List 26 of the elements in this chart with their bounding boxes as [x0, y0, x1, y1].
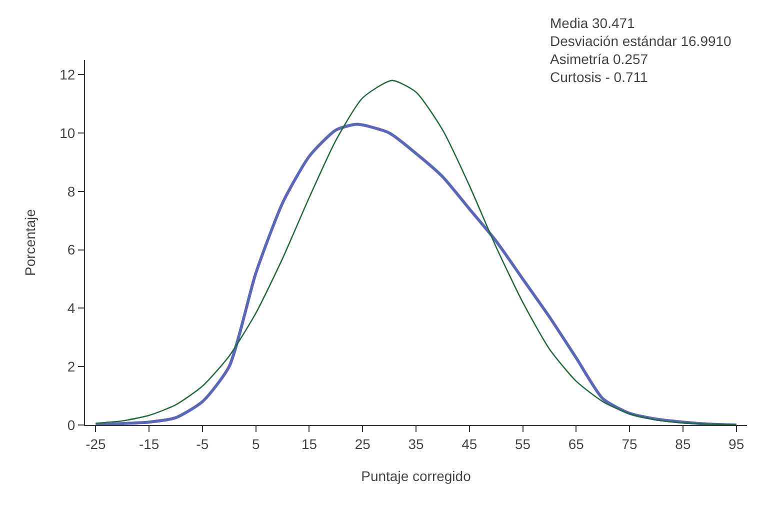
y-tick-label: 12	[60, 66, 76, 82]
x-tick-label: 25	[354, 436, 371, 452]
y-tick-label: 2	[67, 358, 76, 374]
x-tick-label: 95	[728, 436, 744, 452]
x-tick-label: 15	[301, 436, 318, 452]
x-tick-label: 5	[252, 436, 260, 452]
y-tick-label: 0	[67, 416, 76, 433]
x-tick-label: 65	[568, 436, 584, 452]
x-tick-label: 35	[408, 436, 424, 452]
y-axis-title: Porcentaje	[22, 208, 38, 276]
x-tick-label: -15	[138, 436, 160, 452]
x-tick-label: 55	[514, 436, 531, 452]
x-tick-label: 75	[622, 436, 638, 452]
annotation: Curtosis - 0.711	[550, 69, 648, 85]
y-tick-label: 10	[60, 124, 76, 141]
y-tick-label: 6	[67, 242, 76, 258]
x-tick-label: -25	[86, 436, 106, 452]
annotation: Asimetría 0.257	[550, 51, 648, 67]
text: Media 30.471	[550, 15, 636, 31]
text: Desviación estándar 16.9910	[550, 33, 732, 49]
x-axis-title: Puntaje corregido	[361, 468, 472, 484]
y-tick-label: 8	[67, 183, 76, 200]
x-tick-label: -5	[196, 436, 209, 452]
y-tick-label: 4	[67, 300, 76, 316]
x-tick-label: 45	[462, 436, 478, 452]
x-tick-label: 85	[675, 436, 691, 452]
